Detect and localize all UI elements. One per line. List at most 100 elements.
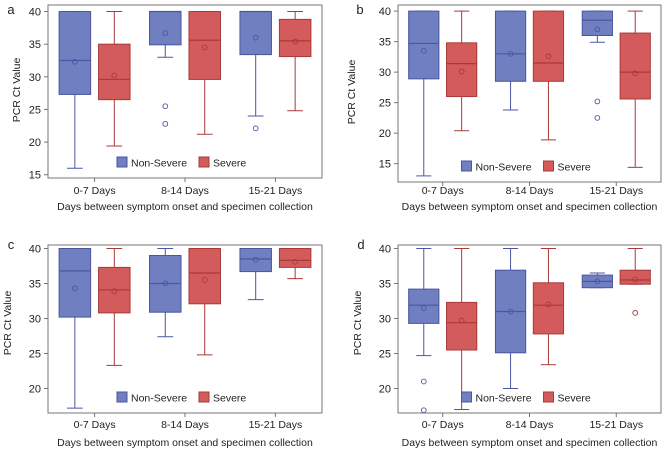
non-severe-box-1	[58, 11, 92, 169]
outlier-point	[252, 125, 259, 132]
severe-box-1	[446, 10, 478, 132]
mean-marker	[420, 305, 427, 311]
severe-box-1	[98, 11, 131, 147]
non-severe-box-2	[494, 10, 527, 111]
legend-swatch-non-severe	[461, 160, 472, 172]
legend-label-non-severe: Non-Severe	[131, 158, 187, 170]
severe-box-2	[188, 248, 221, 356]
outlier-point	[420, 407, 427, 414]
mean-marker	[292, 38, 298, 45]
mean-marker	[507, 50, 514, 57]
y-tick-label: 25	[29, 104, 41, 116]
iqr-box	[239, 11, 272, 56]
legend: Non-Severe Severe	[116, 156, 246, 170]
mean-marker	[111, 72, 118, 79]
x-axis-label: Days between symptom onset and specimen …	[402, 201, 658, 213]
y-tick-label: 35	[29, 39, 41, 51]
legend-swatch-severe	[543, 160, 554, 172]
mean-marker	[545, 53, 552, 60]
severe-box-3	[278, 248, 312, 280]
mean-marker	[72, 58, 78, 65]
legend-swatch-severe	[198, 156, 210, 168]
panel-letter: d	[357, 237, 364, 252]
y-tick-label: 25	[379, 349, 391, 361]
panel-d: d PCR Ct Value 20 25 30 35 40 0-7 Days 8-14 Days…	[352, 237, 662, 449]
iqr-box	[278, 18, 312, 58]
mean-marker	[111, 288, 118, 295]
severe-box-1	[446, 248, 478, 410]
mean-marker	[458, 317, 465, 324]
mean-marker	[594, 278, 601, 285]
mean-marker	[252, 34, 259, 41]
non-severe-box-2	[149, 248, 182, 338]
mean-marker	[72, 285, 78, 292]
non-severe-box-1	[408, 248, 440, 414]
mean-marker	[162, 280, 169, 287]
mean-marker	[201, 44, 208, 51]
legend-label-non-severe: Non-Severe	[131, 393, 187, 405]
legend-label-non-severe: Non-Severe	[476, 393, 532, 405]
non-severe-box-3	[239, 10, 272, 132]
mean-marker	[458, 68, 465, 75]
x-tick-label: 8-14 Days	[506, 185, 554, 197]
x-tick-label: 8-14 Days	[506, 419, 554, 431]
y-axis-label: PCR Ct Value	[352, 291, 364, 356]
outlier-point	[594, 98, 601, 105]
x-tick-label: 0-7 Days	[74, 185, 116, 197]
y-tick-label: 20	[379, 384, 391, 396]
panel-letter: b	[356, 2, 363, 17]
y-axis-label: PCR Ct Value	[2, 291, 14, 356]
iqr-box	[619, 32, 651, 100]
iqr-box	[98, 43, 131, 101]
y-tick-label: 40	[29, 7, 41, 19]
iqr-box	[446, 42, 478, 98]
outlier-point	[632, 310, 639, 316]
legend-label-severe: Severe	[558, 393, 591, 405]
y-tick-label: 15	[379, 159, 391, 171]
outlier-point	[420, 378, 427, 385]
iqr-box	[408, 10, 440, 80]
iqr-box	[532, 10, 565, 82]
y-tick-label: 40	[379, 244, 391, 256]
y-axis-label: PCR Ct Value	[11, 58, 23, 123]
y-tick-label: 30	[379, 67, 391, 79]
severe-box-2	[188, 11, 221, 135]
iqr-box	[58, 11, 92, 95]
x-tick-label: 15-21 Days	[249, 419, 303, 431]
mean-marker	[252, 256, 259, 263]
outlier-point	[594, 115, 601, 121]
y-tick-label: 25	[29, 349, 41, 361]
severe-box-2	[532, 248, 565, 366]
x-axis-label: Days between symptom onset and specimen …	[57, 437, 313, 449]
non-severe-box-2	[494, 248, 527, 389]
y-tick-label: 40	[379, 6, 391, 18]
iqr-box	[494, 10, 527, 82]
panel-a: a PCR Ct Value 15 20 25 30 35 40 0-7 Days 8-14 Da…	[7, 2, 323, 213]
legend-label-severe: Severe	[213, 393, 246, 405]
y-tick-label: 40	[29, 244, 41, 256]
non-severe-box-3	[239, 248, 272, 301]
plot-frame	[397, 4, 662, 183]
y-tick-label: 35	[379, 279, 391, 291]
panel-letter: a	[7, 2, 15, 17]
iqr-box	[58, 248, 92, 318]
y-tick-label: 20	[29, 137, 41, 149]
y-tick-label: 35	[29, 279, 41, 291]
panel-letter: c	[8, 237, 15, 252]
outlier-point	[162, 103, 169, 110]
mean-marker	[545, 301, 552, 308]
severe-box-1	[98, 248, 131, 366]
outlier-point	[162, 120, 169, 127]
legend-swatch-non-severe	[116, 391, 128, 403]
plot-frame	[47, 244, 323, 414]
non-severe-box-1	[408, 10, 440, 177]
x-tick-label: 0-7 Days	[74, 419, 116, 431]
legend: Non-Severe Severe	[116, 391, 246, 405]
legend: Non-Severe Severe	[461, 160, 591, 174]
mean-marker	[420, 47, 427, 54]
non-severe-box-3	[581, 10, 613, 121]
panel-c: c PCR Ct Value 20 25 30 35 40 0-7 Days 8-14 Days…	[2, 237, 323, 449]
plot-frame	[397, 244, 662, 414]
iqr-box	[239, 248, 272, 273]
